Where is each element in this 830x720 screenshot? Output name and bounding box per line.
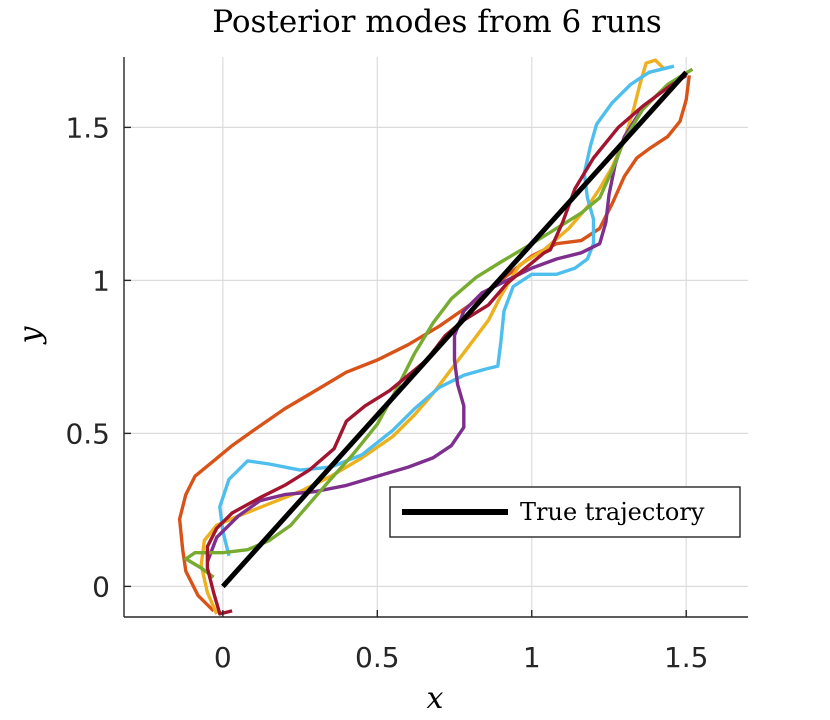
x-tick-label-0: 0 (214, 641, 232, 674)
series-run-5 (184, 67, 694, 579)
series-true-trajectory (221, 70, 689, 589)
grid-lines (124, 57, 748, 617)
legend: True trajectory (389, 486, 741, 538)
y-tick-label-0: 0 (92, 570, 110, 603)
tick-labels: 0 0.5 1 1.5 0 0.5 1 1.5 (65, 111, 708, 674)
axes (123, 57, 748, 618)
series-run-3 (218, 64, 675, 557)
chart-title: Posterior modes from 6 runs (212, 4, 662, 40)
x-axis-label: x (427, 681, 444, 716)
legend-label-true-trajectory: True trajectory (520, 498, 705, 526)
series-lines (177, 58, 694, 616)
y-tick-label-1: 0.5 (65, 417, 110, 450)
x-tick-label-1: 0.5 (355, 641, 400, 674)
y-axis-label: y (13, 325, 48, 345)
x-tick-label-3: 1.5 (664, 641, 709, 674)
y-tick-label-3: 1.5 (65, 111, 110, 144)
x-tick-label-2: 1 (523, 641, 541, 674)
y-tick-label-2: 1 (92, 264, 110, 297)
legend-box (389, 486, 741, 538)
